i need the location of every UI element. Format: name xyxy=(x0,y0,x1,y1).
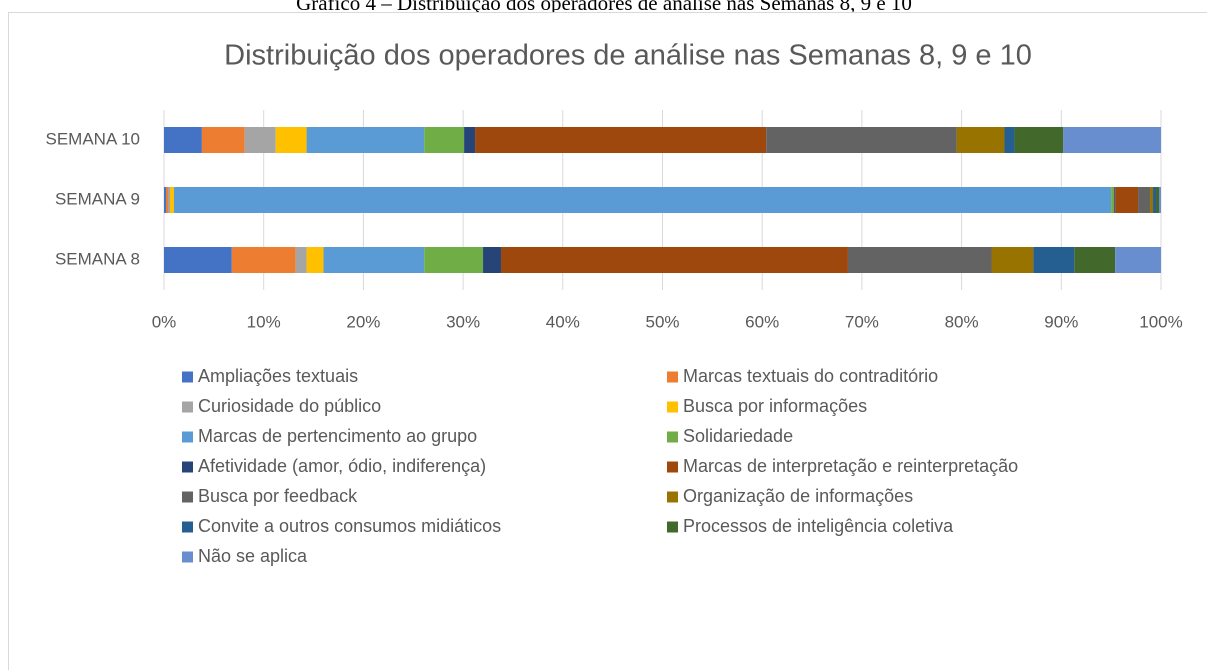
legend-swatch xyxy=(667,431,678,443)
bar-segment xyxy=(956,127,1005,153)
caption: Gráfico 4 – Distribuição dos operadores … xyxy=(296,0,912,15)
x-tick-label: 0% xyxy=(152,312,177,331)
legend-swatch xyxy=(667,371,678,383)
x-tick-label: 10% xyxy=(247,312,281,331)
legend-swatch xyxy=(667,461,678,473)
legend-label: Marcas textuais do contraditório xyxy=(683,366,938,386)
bar-segment xyxy=(475,127,767,153)
legend-label: Marcas de pertencimento ao grupo xyxy=(198,426,477,446)
bar-segment xyxy=(1033,247,1075,273)
legend-swatch xyxy=(182,461,193,473)
legend-label: Convite a outros consumos midiáticos xyxy=(198,516,501,536)
legend-label: Busca por feedback xyxy=(198,486,358,506)
bar-segment xyxy=(295,247,307,273)
legend-swatch xyxy=(182,491,193,503)
x-tick-label: 30% xyxy=(446,312,480,331)
bar-segment xyxy=(1156,187,1160,213)
legend-label: Afetividade (amor, ódio, indiferença) xyxy=(198,456,486,476)
legend-label: Marcas de interpretação e reinterpretaçã… xyxy=(683,456,1018,476)
bar-segment xyxy=(164,127,202,153)
x-tick-label: 20% xyxy=(346,312,380,331)
bar-segment xyxy=(1114,187,1116,213)
legend-swatch xyxy=(667,521,678,533)
bar-segment xyxy=(1115,247,1161,273)
bar-segment xyxy=(173,187,1112,213)
x-tick-label: 50% xyxy=(645,312,679,331)
x-tick-label: 80% xyxy=(945,312,979,331)
bar-segment xyxy=(169,187,174,213)
bar-segment xyxy=(464,127,476,153)
bar-segment xyxy=(847,247,992,273)
legend-label: Não se aplica xyxy=(198,546,308,566)
bar-segment xyxy=(167,187,170,213)
bar-segment xyxy=(991,247,1034,273)
bar-segment xyxy=(766,127,957,153)
bar-segment xyxy=(500,247,848,273)
legend-swatch xyxy=(182,521,193,533)
bar-segment xyxy=(165,187,168,213)
bar-segment xyxy=(424,247,484,273)
bar-segment xyxy=(1004,127,1015,153)
bar-segment xyxy=(1153,187,1157,213)
legend-label: Busca por informações xyxy=(683,396,867,416)
bar-segment xyxy=(323,247,425,273)
bar-segment xyxy=(1138,187,1151,213)
y-tick-label: SEMANA 10 xyxy=(46,129,141,148)
bar-segment xyxy=(306,247,324,273)
legend-swatch xyxy=(182,401,193,413)
y-tick-label: SEMANA 9 xyxy=(55,189,140,208)
bar-segment xyxy=(483,247,501,273)
chart-title: Distribuição dos operadores de análise n… xyxy=(224,40,1032,72)
bar-segment xyxy=(1115,187,1139,213)
legend-label: Organização de informações xyxy=(683,486,913,506)
legend-swatch xyxy=(667,491,678,503)
bar-segment xyxy=(424,127,465,153)
x-tick-label: 40% xyxy=(546,312,580,331)
legend-label: Ampliações textuais xyxy=(198,366,358,386)
legend-swatch xyxy=(667,401,678,413)
x-tick-label: 90% xyxy=(1044,312,1078,331)
x-tick-label: 100% xyxy=(1139,312,1182,331)
bar-segment xyxy=(1063,127,1161,153)
legend-swatch xyxy=(182,371,193,383)
legend-swatch xyxy=(182,431,193,443)
bar-segment xyxy=(201,127,245,153)
legend-label: Solidariedade xyxy=(683,426,793,446)
legend-label: Curiosidade do público xyxy=(198,396,381,416)
legend-swatch xyxy=(182,551,193,563)
bar-segment xyxy=(1150,187,1154,213)
bar-segment xyxy=(1111,187,1115,213)
y-tick-label: SEMANA 8 xyxy=(55,249,140,268)
bar-segment xyxy=(1074,247,1116,273)
bar-segment xyxy=(244,127,276,153)
bar-segment xyxy=(1159,187,1161,213)
bar-segment xyxy=(275,127,307,153)
x-tick-label: 70% xyxy=(845,312,879,331)
x-tick-label: 60% xyxy=(745,312,779,331)
bar-segment xyxy=(306,127,425,153)
chart-frame xyxy=(8,12,1207,670)
bar-segment xyxy=(231,247,296,273)
bar-segment xyxy=(164,187,166,213)
bar-segment xyxy=(1014,127,1064,153)
legend-label: Processos de inteligência coletiva xyxy=(683,516,954,536)
bar-segment xyxy=(164,247,232,273)
